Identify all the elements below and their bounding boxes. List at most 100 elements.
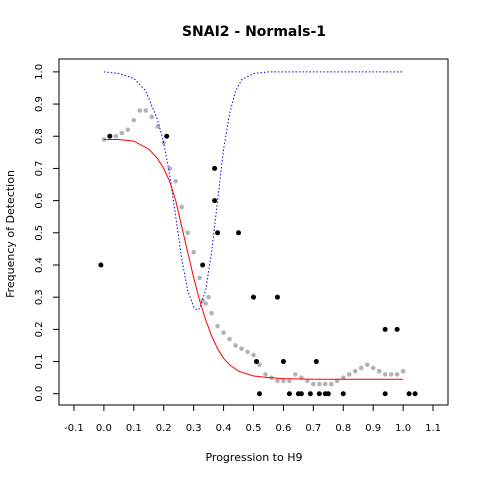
data-point (340, 391, 346, 397)
smoothed-point (329, 381, 334, 387)
data-point (200, 262, 206, 268)
smoothed-point (382, 372, 388, 377)
smoothed-point (275, 378, 280, 384)
smoothed-point (287, 378, 292, 384)
data-point (98, 262, 104, 268)
x-tick-label: 0.5 (246, 423, 262, 434)
data-point (236, 230, 242, 236)
data-point (406, 391, 412, 397)
x-tick-label: 0.0 (96, 423, 112, 434)
x-tick-label: 0.7 (305, 423, 321, 434)
y-axis: 0.0 0.1 0.2 0.3 0.4 0.5 0.6 0.7 0.8 0.9 1.0 (34, 64, 59, 402)
smoothed-point (311, 381, 316, 387)
x-tick-label: 0.6 (275, 423, 291, 434)
data-point (382, 326, 388, 332)
x-tick-label: 0.3 (186, 423, 202, 434)
smoothed-point (388, 372, 394, 377)
smoothed-point (317, 381, 322, 387)
chart-title: SNAI2 - Normals-1 (182, 24, 326, 40)
smoothed-point (221, 330, 226, 335)
smoothed-point (179, 204, 184, 210)
reference-curve-line (103, 71, 404, 311)
data-point (307, 391, 313, 397)
smoothed-point (227, 336, 232, 342)
data-point (382, 391, 388, 397)
smoothed-point (376, 368, 382, 374)
smoothed-point (131, 117, 137, 123)
data-point (280, 359, 286, 365)
smoothed-point (191, 249, 196, 255)
smoothed-point (119, 130, 125, 136)
smoothed-point (233, 343, 238, 348)
y-tick-label: 1.0 (34, 64, 45, 80)
smoothed-point (263, 372, 268, 377)
data-point (286, 391, 292, 397)
data-point (251, 294, 256, 300)
smoothed-point (215, 323, 220, 329)
smoothed-point (245, 349, 250, 355)
data-point (313, 359, 319, 365)
smoothed-point (149, 114, 155, 120)
smoothed-point (200, 298, 205, 303)
smoothed-point (137, 108, 143, 113)
y-tick-label: 0.2 (34, 321, 45, 337)
y-tick-label: 0.4 (34, 257, 45, 273)
y-tick-label: 0.9 (34, 96, 45, 112)
y-tick-label: 0.0 (34, 386, 45, 402)
smoothed-point (167, 166, 173, 171)
smoothed-point (113, 133, 119, 139)
smoothed-point (364, 362, 370, 368)
smoothed-point (239, 346, 244, 351)
data-point (316, 391, 322, 397)
y-tick-label: 0.5 (34, 225, 45, 241)
x-tick-label: 0.4 (216, 423, 232, 434)
data-point (212, 165, 218, 171)
smoothed-point (185, 230, 190, 236)
data-point (212, 198, 218, 204)
y-tick-label: 0.6 (34, 193, 45, 209)
smoothed-point (293, 372, 298, 377)
data-point (298, 391, 304, 397)
x-tick-label: 1.1 (425, 423, 441, 434)
smoothed-point (173, 179, 178, 184)
smoothed-point (305, 378, 310, 384)
plot-frame (58, 58, 449, 406)
plot-series (98, 71, 418, 397)
data-point (107, 133, 113, 139)
x-tick-label: 0.1 (126, 423, 142, 434)
smoothed-point (370, 365, 376, 371)
x-tick-label: 0.8 (335, 423, 351, 434)
fitted-curve-line (103, 139, 404, 380)
smoothed-point (352, 368, 358, 374)
data-point (325, 391, 331, 397)
smoothed-point (281, 378, 286, 384)
smoothed-point (346, 372, 352, 377)
smoothed-point (358, 365, 364, 371)
x-tick-label: -0.1 (64, 423, 84, 434)
data-point (215, 230, 221, 236)
x-axis-label: Progression to H9 (205, 451, 302, 464)
smoothed-point (400, 368, 406, 374)
x-tick-label: 0.2 (156, 423, 172, 434)
data-point (412, 391, 418, 397)
y-tick-label: 0.7 (34, 160, 45, 176)
x-tick-label: 1.0 (395, 423, 411, 434)
smoothed-point (257, 362, 262, 368)
smoothed-point (209, 310, 214, 316)
x-tick-label: 0.9 (365, 423, 381, 434)
data-point (274, 294, 280, 300)
smoothed-point (251, 352, 256, 358)
x-axis: -0.1 0.0 0.1 0.2 0.3 0.4 0.5 0.6 0.7 0.8 0.9 1.0 1.1 (64, 405, 441, 434)
smoothed-point (323, 381, 328, 387)
smoothed-point (206, 294, 211, 300)
smoothed-point (125, 127, 131, 133)
smoothed-point (340, 375, 346, 380)
smoothed-point (394, 372, 400, 377)
data-point (164, 133, 170, 139)
data-point (253, 359, 259, 365)
smoothed-point (101, 137, 107, 142)
data-point (256, 391, 262, 397)
y-axis-label: Frequency of Detection (4, 170, 17, 298)
